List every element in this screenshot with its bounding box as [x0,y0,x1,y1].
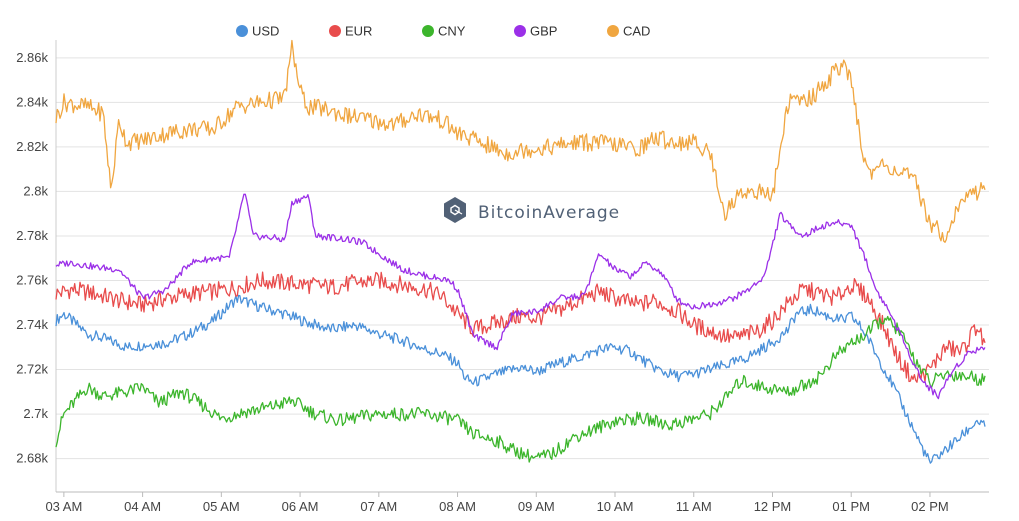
x-tick-label: 08 AM [439,499,476,514]
series-line-cny [55,315,986,463]
grid-lines [55,40,989,493]
y-tick-label: 2.84k [16,94,48,109]
legend-label-gbp[interactable]: GBP [530,24,557,39]
series-line-gbp [55,193,986,400]
y-tick-label: 2.82k [16,139,48,154]
x-tick-label: 01 PM [832,499,870,514]
x-tick-label: 03 AM [45,499,82,514]
y-tick-label: 2.74k [16,317,48,332]
x-tick-label: 10 AM [597,499,634,514]
series-lines [55,39,986,464]
x-tick-label: 07 AM [360,499,397,514]
watermark-text: BitcoinAverage [478,203,620,223]
y-tick-label: 2.72k [16,362,48,377]
x-tick-label: 04 AM [124,499,161,514]
y-tick-label: 2.7k [23,406,48,421]
x-axis-ticks: 03 AM 04 AM 05 AM 06 AM 07 AM 08 AM 09 AM 10 AM… [45,492,949,514]
x-tick-label: 09 AM [518,499,555,514]
y-tick-label: 2.86k [16,50,48,65]
watermark: BitcoinAverage [444,197,620,223]
series-line-eur [55,271,986,383]
legend-swatch-cny[interactable] [422,25,434,37]
legend: USD EUR CNY GBP CAD [236,24,650,39]
legend-swatch-cad[interactable] [607,25,619,37]
y-axis-ticks: 2.68k 2.7k 2.72k 2.74k 2.76k 2.78k 2.8k 2.82k 2.… [16,50,48,466]
legend-swatch-gbp[interactable] [514,25,526,37]
series-line-usd [55,294,986,464]
y-tick-label: 2.76k [16,272,48,287]
y-tick-label: 2.78k [16,228,48,243]
legend-label-eur[interactable]: EUR [345,24,372,39]
y-tick-label: 2.8k [23,183,48,198]
x-tick-label: 12 PM [754,499,792,514]
legend-label-usd[interactable]: USD [252,24,279,39]
legend-label-cny[interactable]: CNY [438,24,466,39]
series-line-cad [55,39,986,243]
x-tick-label: 02 PM [911,499,949,514]
legend-swatch-usd[interactable] [236,25,248,37]
x-tick-label: 06 AM [282,499,319,514]
y-tick-label: 2.68k [16,451,48,466]
legend-swatch-eur[interactable] [329,25,341,37]
legend-label-cad[interactable]: CAD [623,24,650,39]
x-tick-label: 05 AM [203,499,240,514]
x-tick-label: 11 AM [676,499,712,514]
